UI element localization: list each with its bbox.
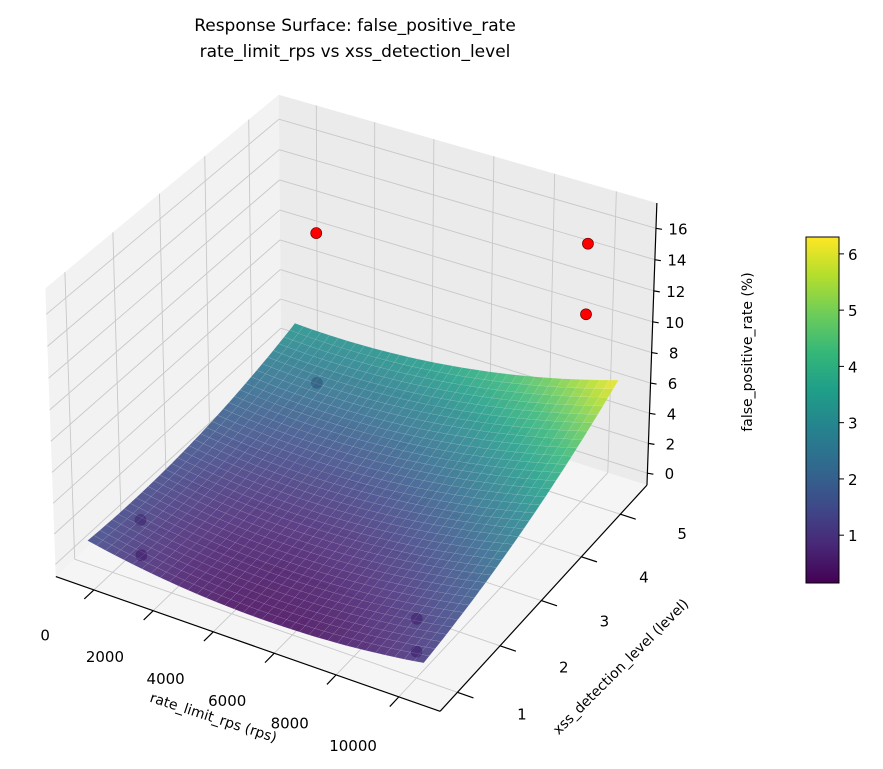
- colorbar-tick-label: 1: [848, 527, 858, 545]
- x-tick-label: 2000: [86, 648, 124, 666]
- gridline-z-back: [279, 209, 653, 323]
- x-axis-line: [55, 576, 441, 712]
- gridline-y-left: [112, 232, 122, 517]
- z-axis-line: [646, 202, 658, 486]
- z-tick-label: 10: [665, 314, 684, 332]
- x-tick-label: 6000: [208, 692, 246, 710]
- z-tick-label: 4: [667, 405, 677, 423]
- x-tick-label: 4000: [147, 670, 185, 688]
- y-tick-label: 1: [517, 706, 527, 724]
- x-tick: [389, 696, 400, 707]
- z-tick-label: 2: [666, 435, 676, 453]
- gridline-z-left: [47, 149, 280, 347]
- data-point: [310, 227, 323, 239]
- gridline-z-left: [52, 298, 281, 504]
- z-tick: [653, 290, 660, 293]
- y-tick: [541, 600, 558, 607]
- gridline-y-floor: [74, 558, 458, 693]
- data-point: [580, 308, 592, 321]
- gridline-z-back: [279, 179, 654, 292]
- x-tick: [264, 652, 275, 664]
- colorbar-tick-label: 3: [848, 415, 858, 433]
- z-tick-label: 6: [668, 375, 678, 393]
- y-axis-label: xss_detection_level (level): [550, 596, 692, 738]
- left-pane: [45, 94, 282, 577]
- y-tick: [620, 513, 636, 520]
- gridline-z-back: [280, 269, 651, 384]
- x-tick: [203, 631, 214, 642]
- points-above-surface: [310, 227, 594, 321]
- x-tick-label: 10000: [329, 737, 377, 755]
- z-tick: [648, 442, 655, 445]
- x-tick-label: 0: [40, 627, 50, 645]
- z-tick: [649, 412, 656, 415]
- gridline-z-back: [278, 118, 657, 229]
- surface: [87, 323, 619, 664]
- gridline-y-left: [64, 272, 76, 560]
- z-tick-label: 8: [669, 345, 679, 363]
- gridline-y-left: [159, 193, 167, 476]
- z-tick-label: 16: [668, 220, 687, 238]
- gridline-y-left: [204, 156, 211, 435]
- gridline-z-left: [48, 179, 280, 379]
- z-tick-label: 14: [667, 252, 686, 270]
- y-tick-label: 3: [600, 613, 610, 631]
- y-axis-line: [439, 484, 648, 712]
- gridline-y-left: [248, 119, 253, 396]
- gridline-z-left: [49, 209, 281, 411]
- y-tick: [457, 691, 474, 699]
- gridline-x-back: [607, 191, 617, 473]
- data-point: [582, 237, 594, 250]
- colorbar-gradient: [805, 236, 840, 584]
- z-tick: [655, 227, 663, 230]
- colorbar-tick-label: 5: [848, 302, 858, 320]
- y-tick-label: 5: [677, 525, 687, 543]
- surface-patch: [458, 596, 475, 606]
- y-tick-label: 2: [559, 659, 569, 677]
- surface-patch: [551, 463, 567, 473]
- colorbar-tick-label: 2: [848, 471, 858, 489]
- surface-patch: [470, 581, 486, 591]
- gridline-z-left: [53, 327, 282, 535]
- z-tick: [651, 351, 658, 355]
- z-tick-label: 0: [665, 465, 675, 483]
- colorbar-tick-label: 6: [848, 246, 858, 264]
- x-tick: [326, 674, 337, 685]
- x-tick: [143, 610, 154, 621]
- y-tick: [499, 645, 517, 652]
- gridline-z-left: [51, 269, 281, 473]
- surface-patch: [540, 479, 557, 490]
- z-tick: [654, 259, 661, 262]
- surface-patch: [413, 653, 430, 664]
- x-tick: [83, 589, 95, 600]
- z-tick-label: 12: [666, 283, 685, 301]
- chart-title: Response Surface: false_positive_rate: [194, 16, 516, 36]
- gridline-z-left: [50, 239, 281, 442]
- chart-subtitle: rate_limit_rps vs xss_detection_level: [200, 42, 511, 62]
- gridline-x-floor: [398, 472, 609, 698]
- surface-patch: [453, 603, 470, 613]
- gridline-z-left: [45, 118, 280, 315]
- y-tick: [581, 556, 598, 563]
- surface-patch: [419, 646, 436, 657]
- y-tick-label: 4: [639, 568, 649, 586]
- colorbar-tick-label: 4: [848, 358, 858, 376]
- z-axis-label: false_positive_rate (%): [740, 272, 756, 431]
- z-tick: [652, 321, 659, 324]
- colorbar: 1 2 3 4 5 6: [805, 236, 858, 584]
- gridline-z-back: [279, 239, 652, 353]
- surface-patch: [475, 573, 492, 583]
- x-tick-label: 8000: [271, 714, 309, 732]
- z-tick: [647, 472, 654, 475]
- z-tick: [650, 382, 657, 385]
- surface-patch: [486, 558, 503, 568]
